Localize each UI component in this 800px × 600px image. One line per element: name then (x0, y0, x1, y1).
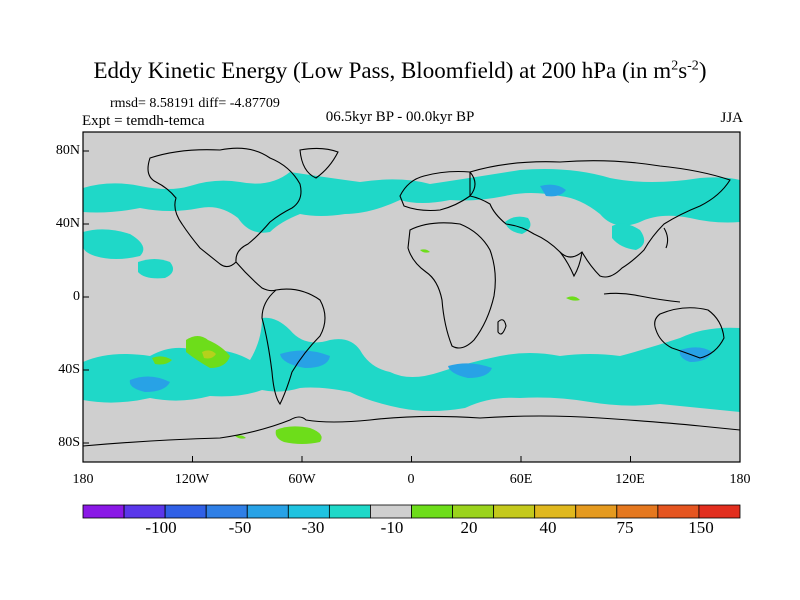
colorbar-cell (205, 504, 248, 519)
anomaly-green-antarctic (275, 426, 322, 444)
y-tick-label: 80N (55, 143, 80, 158)
coast-south-america (261, 288, 326, 406)
colorbar-label: 20 (460, 518, 478, 537)
anomaly-green-small-2 (566, 296, 580, 301)
anomaly-fields (83, 169, 740, 444)
colorbar-cell (616, 504, 659, 519)
colorbar-cell (123, 504, 166, 519)
colorbar-label: 150 (688, 518, 714, 537)
x-tick-label: 120E (615, 472, 645, 487)
coast-greenland (299, 147, 339, 179)
axis-ticks (82, 150, 741, 462)
y-tick-label: 0 (73, 289, 80, 304)
colorbar-cell (411, 504, 453, 519)
anomaly-blue-sh-pacific-1 (129, 376, 170, 392)
coast-japan (663, 227, 669, 249)
coast-asia (469, 160, 731, 278)
colorbar-label: -10 (380, 518, 404, 537)
coast-central-america (235, 261, 277, 292)
x-tick-label: 60E (509, 472, 533, 487)
anomaly-blue-sh-pacific-2 (280, 350, 330, 368)
anomaly-blue-sh-atlantic (448, 363, 492, 378)
coast-australia (654, 307, 725, 359)
anomaly-cyan-nh-atlantic (83, 169, 740, 233)
colorbar-label: 75 (616, 518, 634, 537)
anomaly-yellowgreen-core (202, 350, 216, 359)
anomaly-cyan-nh-pacific (83, 229, 144, 259)
colorbar-cell (698, 504, 741, 519)
x-tick-label: 60W (288, 472, 316, 487)
coast-africa (407, 222, 496, 349)
colorbar-cell (82, 504, 125, 519)
coast-madagascar (497, 319, 507, 335)
anomaly-cyan-nh-pacific-2 (138, 259, 174, 279)
colorbar-label: 40 (539, 518, 557, 537)
coast-antarctica (82, 415, 741, 447)
colorbar-cell (452, 504, 495, 519)
coast-indonesia (603, 292, 681, 303)
colorbar-label: -100 (145, 518, 177, 537)
anomaly-cyan-med (505, 216, 531, 234)
colorbar-cell (575, 504, 618, 519)
figure-title: Eddy Kinetic Energy (Low Pass, Bloomfiel… (93, 58, 707, 83)
season-label: JJA (720, 110, 743, 126)
colorbar-cell (328, 504, 371, 519)
x-tick-label: 180 (72, 472, 94, 487)
coast-india (559, 251, 583, 278)
colorbar-cell (287, 504, 330, 519)
y-tick-label: 40N (55, 216, 80, 231)
coastlines (82, 147, 741, 447)
colorbar-cell (534, 504, 577, 519)
x-tick-label: 120W (174, 472, 210, 487)
y-tick-label: 40S (58, 362, 80, 377)
anomaly-green-sh-pacific-2 (152, 356, 172, 365)
colorbar-cell (657, 504, 700, 519)
anomaly-cyan-sh-pacific (83, 317, 740, 412)
coast-europe (399, 170, 476, 212)
colorbar-cell (246, 504, 289, 519)
colorbar-label: -50 (228, 518, 252, 537)
colorbar-cell (370, 504, 412, 519)
anomaly-blue-sh-indian (679, 347, 712, 362)
x-tick-label: 180 (729, 472, 751, 487)
colorbar-cell (164, 504, 207, 519)
anomaly-blue-nh (540, 184, 566, 197)
anomaly-green-small-1 (235, 435, 246, 439)
y-tick-label: 80S (58, 435, 80, 450)
rmsd-diff-label: rmsd= 8.58191 diff= -4.87709 (110, 96, 280, 111)
experiment-label: Expt = temdh-temca (82, 113, 205, 129)
colorbar-cell (493, 504, 536, 519)
colorbar-label: -30 (301, 518, 325, 537)
anomaly-cyan-asia (612, 223, 645, 250)
x-tick-label: 0 (407, 472, 415, 487)
period-label: 06.5kyr BP - 00.0kyr BP (325, 109, 475, 125)
anomaly-green-small-3 (420, 249, 430, 253)
coast-north-america (147, 147, 302, 268)
